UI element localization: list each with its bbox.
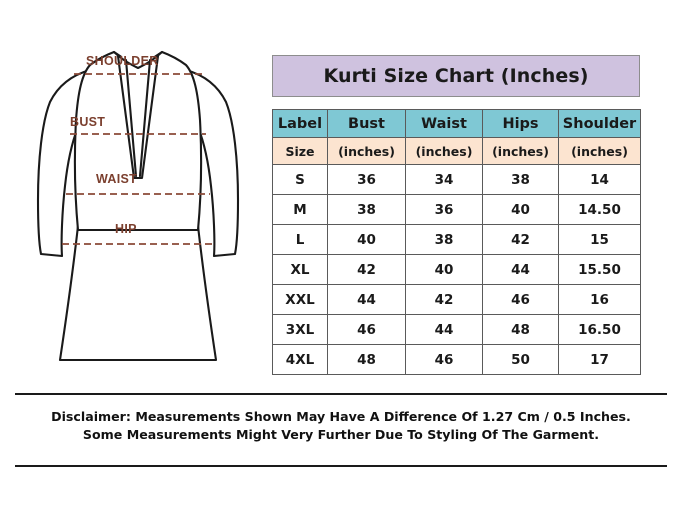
table-row: S 36 34 38 14 [272,164,641,195]
table-row: M 38 36 40 14.50 [272,194,641,225]
unit-cell-waist: (inches) [405,137,483,165]
cell-hips: 50 [482,344,559,375]
cell-hips: 46 [482,284,559,315]
cell-shoulder: 14 [558,164,641,195]
disclaimer-text: Disclaimer: Measurements Shown May Have … [15,408,667,445]
cell-bust: 40 [327,224,406,255]
cell-bust: 38 [327,194,406,225]
cell-shoulder: 15 [558,224,641,255]
measure-lines [62,73,214,245]
cell-size-label: L [272,224,328,255]
table-header-row: Label Bust Waist Hips Shoulder [272,109,641,138]
cell-waist: 42 [405,284,483,315]
cell-waist: 46 [405,344,483,375]
cell-shoulder: 15.50 [558,254,641,285]
table-row: 3XL 46 44 48 16.50 [272,314,641,345]
cell-waist: 38 [405,224,483,255]
cell-size-label: 3XL [272,314,328,345]
unit-cell-shoulder: (inches) [558,137,641,165]
unit-cell-label: Size [272,137,328,165]
unit-cell-bust: (inches) [327,137,406,165]
measure-label-bust: BUST [70,115,106,129]
chart-title-bar: Kurti Size Chart (Inches) [272,55,640,97]
disclaimer-line-1: Disclaimer: Measurements Shown May Have … [51,409,631,424]
table-row: XL 42 40 44 15.50 [272,254,641,285]
cell-size-label: 4XL [272,344,328,375]
measure-label-shoulder: SHOULDER [86,54,159,68]
table-unit-row: Size (inches) (inches) (inches) (inches) [272,137,641,165]
cell-shoulder: 14.50 [558,194,641,225]
divider-top [15,393,667,395]
size-chart-table: Label Bust Waist Hips Shoulder Size (inc… [272,109,641,375]
table-row: XXL 44 42 46 16 [272,284,641,315]
column-header-hips: Hips [482,109,559,138]
cell-size-label: S [272,164,328,195]
size-chart-panel: Kurti Size Chart (Inches) Label Bust Wai… [272,55,641,375]
cell-hips: 38 [482,164,559,195]
disclaimer-line-2: Some Measurements Might Very Further Due… [82,427,600,443]
table-row: 4XL 48 46 50 17 [272,344,641,375]
kurti-line-drawing-svg [36,50,240,362]
column-header-waist: Waist [405,109,483,138]
cell-shoulder: 16 [558,284,641,315]
chart-title: Kurti Size Chart (Inches) [323,65,589,87]
cell-bust: 36 [327,164,406,195]
cell-waist: 34 [405,164,483,195]
column-header-shoulder: Shoulder [558,109,641,138]
cell-bust: 46 [327,314,406,345]
cell-size-label: XXL [272,284,328,315]
unit-cell-hips: (inches) [482,137,559,165]
column-header-label: Label [272,109,328,138]
cell-size-label: M [272,194,328,225]
cell-hips: 40 [482,194,559,225]
cell-bust: 44 [327,284,406,315]
kurti-illustration: SHOULDER BUST WAIST HIP [18,30,258,375]
cell-waist: 36 [405,194,483,225]
measure-label-hip: HIP [115,222,137,236]
divider-bottom [15,465,667,467]
cell-hips: 48 [482,314,559,345]
cell-waist: 40 [405,254,483,285]
cell-waist: 44 [405,314,483,345]
cell-bust: 42 [327,254,406,285]
measure-label-waist: WAIST [96,172,138,186]
cell-shoulder: 16.50 [558,314,641,345]
cell-bust: 48 [327,344,406,375]
table-row: L 40 38 42 15 [272,224,641,255]
cell-hips: 44 [482,254,559,285]
cell-shoulder: 17 [558,344,641,375]
cell-size-label: XL [272,254,328,285]
column-header-bust: Bust [327,109,406,138]
cell-hips: 42 [482,224,559,255]
